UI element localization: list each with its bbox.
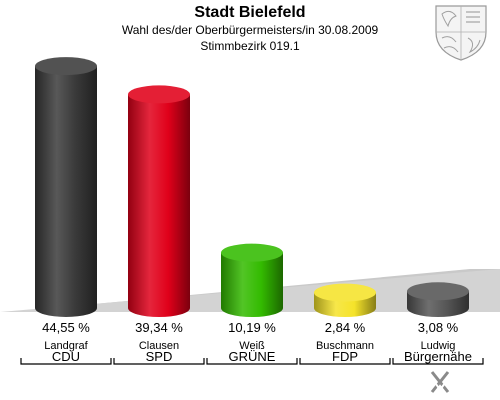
value-label: 44,55 % [42,320,90,335]
coat-of-arms-icon [435,5,487,61]
candidate-label: Clausen [139,340,179,352]
bar-b-rgern-he [407,282,469,317]
bar-spd [128,85,190,318]
bar-fdp [314,283,376,317]
party-bracket [299,358,391,365]
bar-body [35,66,97,317]
candidate-label: Ludwig [421,340,456,352]
party-label: CDU [52,349,80,364]
chart-subtitle-district: Stimmbezirk 019.1 [200,39,300,53]
candidate-label: Landgraf [44,340,88,352]
party-label: SPD [146,349,173,364]
candidate-label: Buschmann [316,340,374,352]
party-label: Bürgernähe [404,349,472,364]
bar-top [407,282,469,301]
vote-manager-logo [430,371,451,393]
bar-top [128,85,190,104]
candidate-label: Weiß [239,340,265,352]
bar-top [314,283,376,302]
party-bracket [20,358,112,365]
party-bracket [113,358,205,365]
bar-top [35,57,97,76]
chart-title: Stadt Bielefeld [194,4,306,21]
value-label: 39,34 % [135,320,183,335]
party-label: FDP [332,349,358,364]
bar-body [221,252,283,317]
bar-cdu [35,57,97,317]
value-label: 10,19 % [228,320,276,335]
chart-subtitle: Wahl des/der Oberbürgermeisters/in 30.08… [121,23,379,37]
bar-gr-ne [221,243,283,317]
party-bracket [206,358,298,365]
party-bracket [392,358,484,365]
bar-top [221,243,283,262]
party-label: GRÜNE [229,349,276,364]
bar-body [128,94,190,318]
value-label: 2,84 % [325,320,366,335]
value-label: 3,08 % [418,320,459,335]
